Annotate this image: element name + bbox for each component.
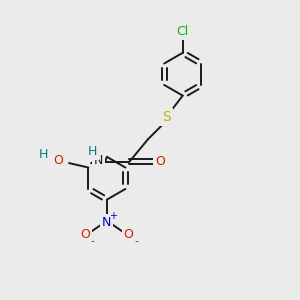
Text: N: N: [94, 154, 103, 167]
Text: O: O: [80, 228, 90, 241]
Text: N: N: [102, 216, 112, 229]
Text: H: H: [39, 148, 49, 161]
Text: S: S: [162, 110, 171, 124]
Text: O: O: [155, 155, 165, 168]
Text: O: O: [54, 154, 64, 167]
Text: H: H: [88, 145, 97, 158]
Text: Cl: Cl: [177, 25, 189, 38]
Text: -: -: [134, 236, 138, 246]
Text: +: +: [110, 211, 117, 221]
Text: -: -: [90, 236, 94, 246]
Text: O: O: [124, 228, 134, 241]
